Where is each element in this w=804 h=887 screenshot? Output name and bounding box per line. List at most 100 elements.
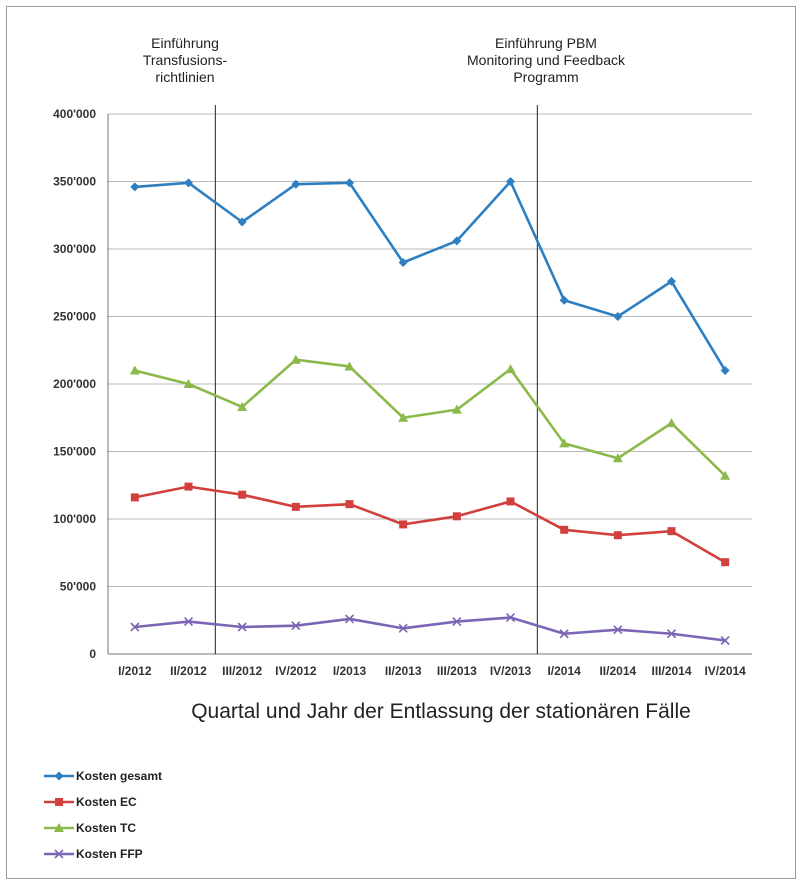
y-tick-label: 100'000 <box>53 512 96 526</box>
data-point <box>506 497 515 506</box>
x-tick-label: I/2012 <box>118 664 152 678</box>
series <box>130 482 730 567</box>
event-lines <box>214 105 538 654</box>
data-point <box>291 179 301 189</box>
data-point <box>560 525 569 534</box>
data-point <box>398 623 408 633</box>
event-annotation-text: Monitoring und Feedback <box>467 52 626 68</box>
data-point <box>452 617 462 627</box>
data-point <box>399 520 408 529</box>
event-annotation-text: Einführung <box>151 35 219 51</box>
data-point <box>559 438 570 448</box>
x-tick-label: III/2013 <box>437 664 477 678</box>
y-tick-label: 350'000 <box>53 175 96 189</box>
data-point <box>559 295 569 305</box>
x-tick-label: IV/2013 <box>490 664 532 678</box>
data-point <box>613 625 623 635</box>
chart-frame <box>6 6 796 879</box>
data-point <box>452 236 462 246</box>
data-point <box>129 365 140 375</box>
legend-label: Kosten FFP <box>76 847 143 861</box>
series <box>129 354 731 480</box>
x-axis-label: Quartal und Jahr der Entlassung der stat… <box>191 700 691 723</box>
data-point <box>291 621 301 631</box>
data-point <box>720 635 730 646</box>
data-point <box>559 629 569 639</box>
data-point <box>344 361 355 371</box>
data-point <box>237 217 247 227</box>
y-tick-label: 200'000 <box>53 377 96 391</box>
data-point <box>721 558 730 567</box>
event-annotation-text: Programm <box>513 69 578 85</box>
data-point <box>720 470 731 480</box>
data-point <box>237 401 248 411</box>
data-point <box>55 798 63 806</box>
legend: Kosten gesamt Kosten EC Kosten TC Kosten FF… <box>44 769 162 861</box>
legend-item: Kosten TC <box>44 821 136 835</box>
data-point <box>506 177 515 186</box>
series-line <box>134 180 727 372</box>
legend-item: Kosten gesamt <box>44 769 162 783</box>
data-point <box>613 312 623 321</box>
x-tick-label: II/2014 <box>599 664 636 678</box>
data-point <box>54 823 64 832</box>
data-point <box>183 379 194 388</box>
event-annotation-text: Transfusions- <box>143 52 228 68</box>
data-point <box>290 354 301 364</box>
data-point <box>667 276 676 286</box>
data-point <box>720 366 730 375</box>
data-point <box>612 453 623 463</box>
data-point <box>291 502 300 511</box>
legend-label: Kosten EC <box>76 795 137 809</box>
y-tick-label: 50'000 <box>60 580 97 594</box>
x-tick-label: I/2013 <box>333 664 367 678</box>
y-axis-ticks: 0 50'000 100'000 150'000 200'000 250'000 300'0… <box>53 107 96 661</box>
x-tick-label: IV/2012 <box>275 664 317 678</box>
data-point <box>238 490 247 499</box>
x-tick-label: III/2012 <box>222 664 262 678</box>
y-tick-label: 250'000 <box>53 310 96 324</box>
data-point <box>452 512 461 521</box>
data-point <box>184 482 193 491</box>
series-line <box>134 358 727 477</box>
data-point <box>345 178 354 188</box>
legend-item: Kosten EC <box>44 795 137 809</box>
series <box>130 612 730 646</box>
data-point <box>130 182 140 192</box>
data-point <box>183 617 194 627</box>
data-point <box>613 531 622 540</box>
data-point <box>184 178 193 188</box>
legend-item: Kosten FFP <box>44 847 143 861</box>
x-tick-label: II/2012 <box>170 664 207 678</box>
data-point <box>54 771 64 781</box>
x-tick-label: I/2014 <box>547 664 581 678</box>
y-tick-label: 0 <box>89 647 96 661</box>
event-annotation-text: Einführung PBM <box>495 35 597 51</box>
data-point <box>666 629 677 639</box>
legend-label: Kosten gesamt <box>76 769 162 783</box>
data-point <box>505 612 516 623</box>
data-point <box>398 412 409 422</box>
data-point <box>398 258 408 267</box>
y-tick-label: 400'000 <box>53 107 96 121</box>
data-point <box>344 614 355 624</box>
data-point <box>237 622 247 632</box>
x-axis-ticks: I/2012 II/2012 III/2012 IV/2012 I/2013 II/201… <box>118 664 746 678</box>
data-point <box>130 493 139 502</box>
y-tick-label: 300'000 <box>53 242 96 256</box>
x-tick-label: III/2014 <box>651 664 691 678</box>
legend-label: Kosten TC <box>76 821 136 835</box>
data-point <box>54 849 64 859</box>
data-point <box>667 527 676 536</box>
series-group <box>129 177 731 646</box>
x-tick-label: II/2013 <box>385 664 422 678</box>
x-tick-label: IV/2014 <box>704 664 746 678</box>
data-point <box>505 364 516 374</box>
data-point <box>345 500 354 509</box>
y-tick-label: 150'000 <box>53 445 96 459</box>
data-point <box>451 404 462 414</box>
data-point <box>130 622 140 632</box>
data-point <box>666 418 677 428</box>
